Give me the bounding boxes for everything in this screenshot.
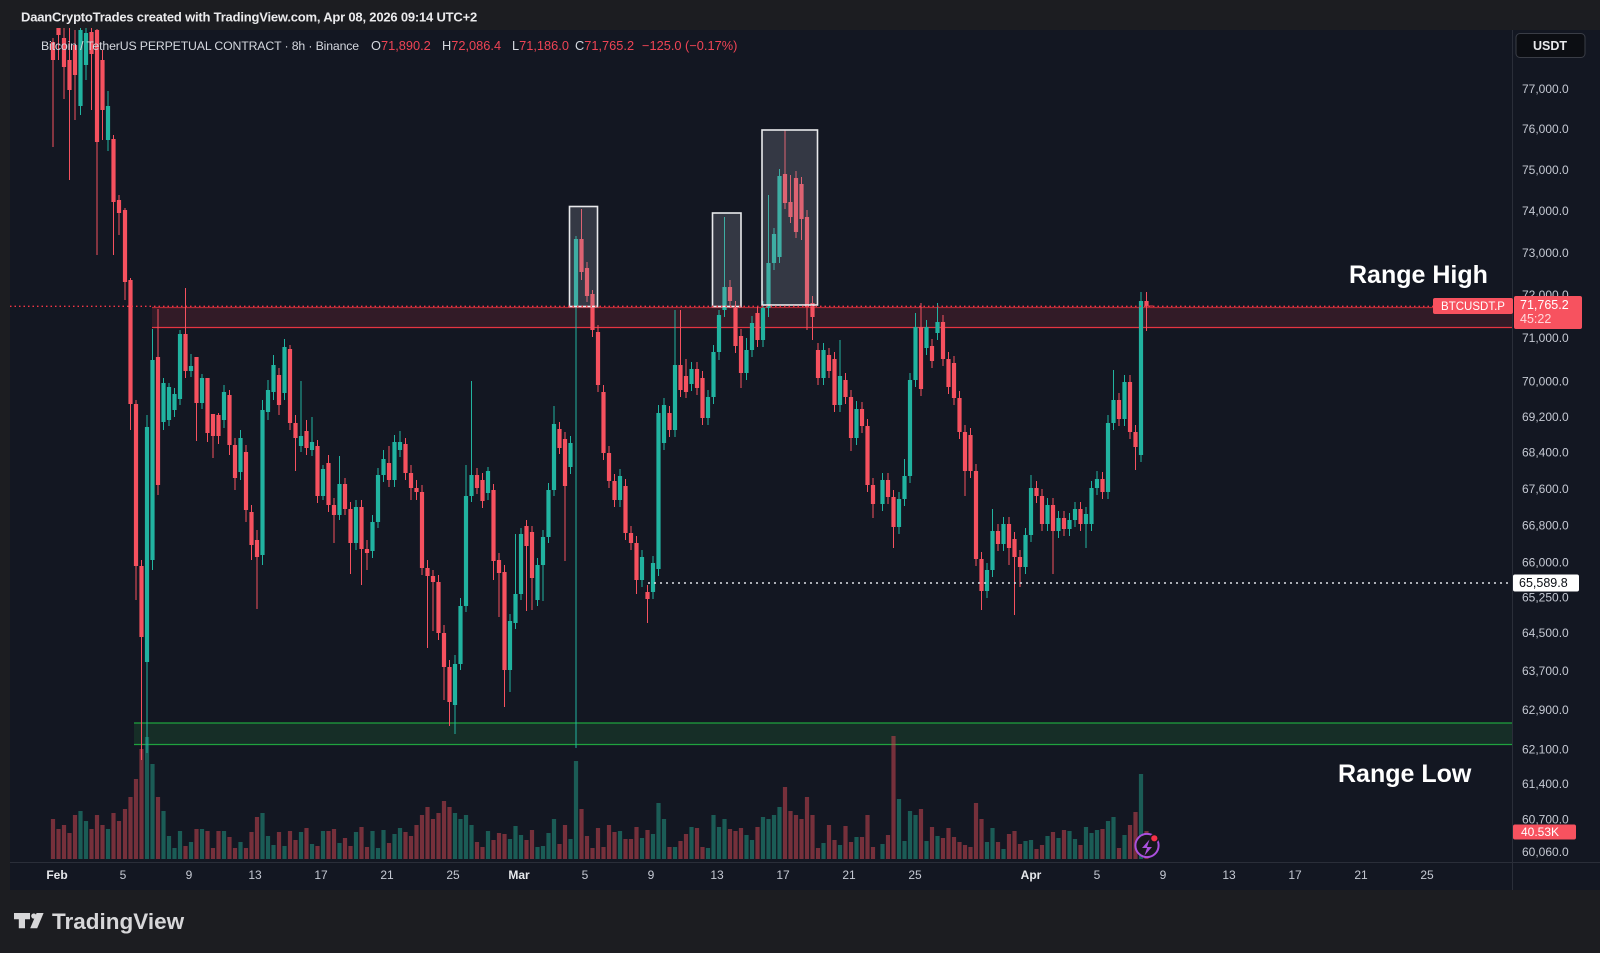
- svg-text:17: 17: [1288, 868, 1302, 882]
- svg-text:45:22: 45:22: [1520, 312, 1551, 326]
- svg-text:5: 5: [582, 868, 589, 882]
- svg-text:60,700.0: 60,700.0: [1522, 812, 1569, 826]
- svg-text:76,000.0: 76,000.0: [1522, 122, 1569, 136]
- svg-text:25: 25: [908, 868, 922, 882]
- svg-text:TradingView: TradingView: [52, 909, 185, 934]
- svg-text:74,000.0: 74,000.0: [1522, 204, 1569, 218]
- svg-text:BTCUSDT.P: BTCUSDT.P: [1441, 301, 1505, 313]
- svg-text:25: 25: [446, 868, 460, 882]
- svg-text:62,900.0: 62,900.0: [1522, 703, 1569, 717]
- svg-text:66,800.0: 66,800.0: [1522, 518, 1569, 532]
- svg-text:9: 9: [186, 868, 193, 882]
- svg-text:75,000.0: 75,000.0: [1522, 163, 1569, 177]
- svg-text:21: 21: [842, 868, 856, 882]
- svg-text:Range Low: Range Low: [1338, 760, 1472, 788]
- svg-text:5: 5: [120, 868, 127, 882]
- svg-text:65,589.8: 65,589.8: [1519, 576, 1568, 590]
- svg-text:73,000.0: 73,000.0: [1522, 246, 1569, 260]
- svg-text:66,000.0: 66,000.0: [1522, 555, 1569, 569]
- svg-text:USDT: USDT: [1533, 39, 1567, 53]
- svg-text:H72,086.4: H72,086.4: [442, 38, 501, 53]
- svg-text:40.53K: 40.53K: [1521, 825, 1559, 839]
- svg-text:9: 9: [648, 868, 655, 882]
- svg-text:Range High: Range High: [1349, 261, 1488, 289]
- svg-text:60,060.0: 60,060.0: [1522, 845, 1569, 859]
- svg-text:67,600.0: 67,600.0: [1522, 482, 1569, 496]
- svg-text:Bitcoin / TetherUS PERPETUAL C: Bitcoin / TetherUS PERPETUAL CONTRACT · …: [41, 39, 359, 53]
- svg-text:C71,765.2: C71,765.2: [575, 38, 634, 53]
- svg-text:77,000.0: 77,000.0: [1522, 82, 1569, 96]
- svg-text:Feb: Feb: [46, 868, 67, 882]
- svg-text:DaanCryptoTrades created with: DaanCryptoTrades created with TradingVie…: [21, 10, 477, 25]
- svg-text:71,765.2: 71,765.2: [1520, 298, 1569, 312]
- svg-text:68,400.0: 68,400.0: [1522, 446, 1569, 460]
- svg-text:13: 13: [710, 868, 724, 882]
- svg-text:13: 13: [248, 868, 262, 882]
- svg-text:13: 13: [1222, 868, 1236, 882]
- svg-text:Mar: Mar: [508, 868, 530, 882]
- svg-text:61,400.0: 61,400.0: [1522, 777, 1569, 791]
- svg-text:5: 5: [1094, 868, 1101, 882]
- svg-text:21: 21: [380, 868, 394, 882]
- svg-text:62,100.0: 62,100.0: [1522, 742, 1569, 756]
- svg-text:17: 17: [314, 868, 328, 882]
- svg-text:−125.0 (−0.17%): −125.0 (−0.17%): [642, 38, 737, 53]
- svg-text:9: 9: [1160, 868, 1167, 882]
- svg-text:69,200.0: 69,200.0: [1522, 410, 1569, 424]
- svg-text:71,000.0: 71,000.0: [1522, 331, 1569, 345]
- svg-text:70,000.0: 70,000.0: [1522, 375, 1569, 389]
- svg-text:L71,186.0: L71,186.0: [512, 38, 569, 53]
- svg-text:O71,890.2: O71,890.2: [371, 38, 431, 53]
- svg-text:25: 25: [1420, 868, 1434, 882]
- svg-text:63,700.0: 63,700.0: [1522, 664, 1569, 678]
- svg-text:64,500.0: 64,500.0: [1522, 626, 1569, 640]
- svg-text:17: 17: [776, 868, 790, 882]
- svg-text:Apr: Apr: [1021, 868, 1042, 882]
- svg-text:21: 21: [1354, 868, 1368, 882]
- svg-text:65,250.0: 65,250.0: [1522, 590, 1569, 604]
